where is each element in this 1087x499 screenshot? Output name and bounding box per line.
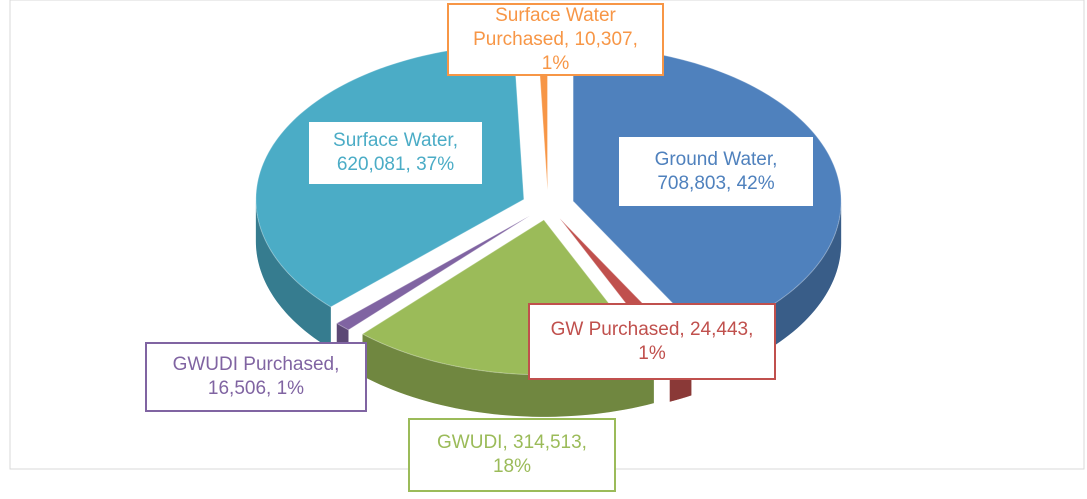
slice-side [362,333,654,417]
data-label: Surface Water, 620,081, 37% [307,120,484,186]
slice-side [255,199,331,349]
slice-side-shade [255,199,331,349]
slice [335,215,531,331]
data-label: Ground Water, 708,803, 42% [617,135,815,208]
data-label: Surface Water Purchased, 10,307, 1% [447,3,664,76]
data-label: GWUDI Purchased, 16,506, 1% [145,342,367,412]
slice-side-shade [362,333,654,417]
data-label: GWUDI, 314,513, 18% [408,418,616,492]
data-label: GW Purchased, 24,443, 1% [528,303,776,380]
